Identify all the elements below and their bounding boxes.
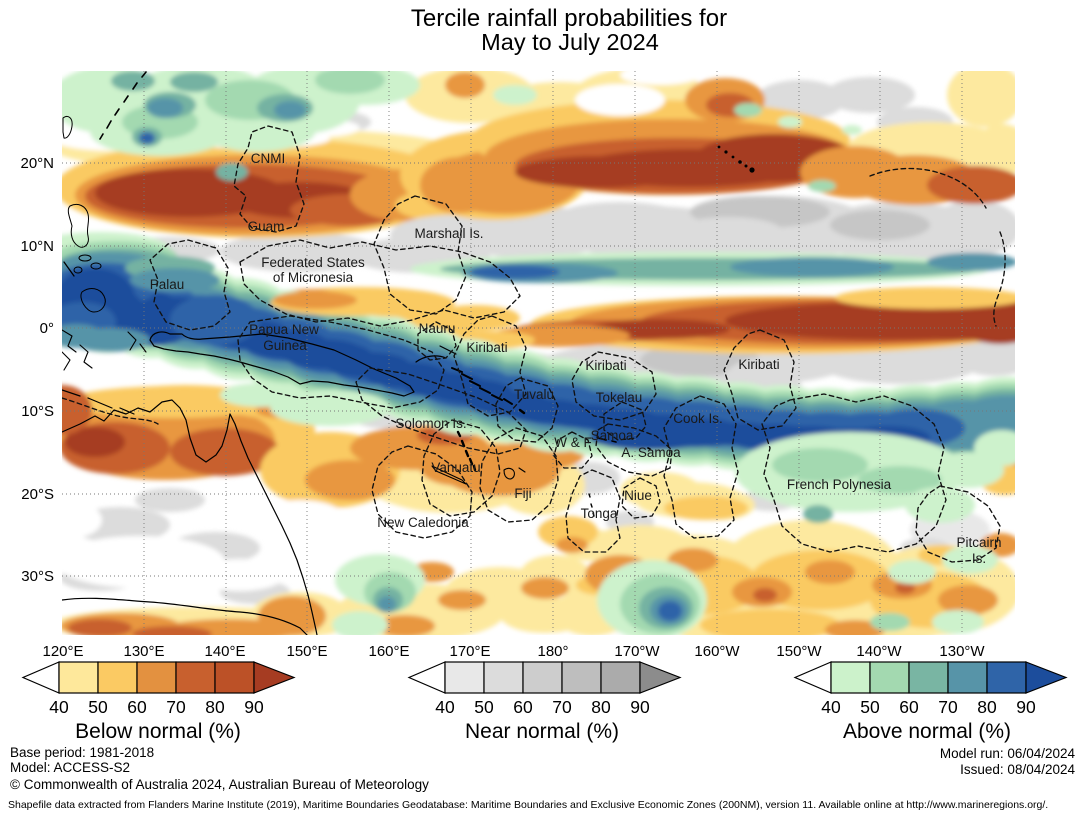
svg-text:Above normal (%): Above normal (%): [843, 720, 1011, 743]
svg-text:40: 40: [435, 697, 455, 717]
svg-text:Niue: Niue: [624, 488, 652, 503]
svg-text:150°W: 150°W: [776, 643, 822, 660]
svg-text:20°S: 20°S: [21, 486, 54, 503]
svg-text:90: 90: [630, 697, 650, 717]
svg-text:Samoa: Samoa: [591, 428, 634, 443]
svg-text:120°E: 120°E: [42, 643, 83, 660]
svg-text:80: 80: [977, 697, 997, 717]
svg-text:10°N: 10°N: [20, 238, 54, 255]
svg-text:Guam: Guam: [248, 219, 285, 234]
svg-text:170°W: 170°W: [614, 643, 660, 660]
svg-text:Cook Is.: Cook Is.: [673, 411, 723, 426]
svg-text:Below normal (%): Below normal (%): [75, 720, 241, 743]
svg-text:180°: 180°: [537, 643, 568, 660]
svg-text:70: 70: [552, 697, 572, 717]
svg-text:of Micronesia: of Micronesia: [273, 270, 354, 285]
svg-text:80: 80: [591, 697, 611, 717]
svg-text:160°W: 160°W: [694, 643, 740, 660]
svg-text:60: 60: [513, 697, 533, 717]
svg-text:CNMI: CNMI: [251, 151, 286, 166]
svg-text:40: 40: [821, 697, 841, 717]
svg-text:170°E: 170°E: [449, 643, 490, 660]
svg-text:New Caledonia: New Caledonia: [377, 515, 469, 530]
svg-text:50: 50: [860, 697, 880, 717]
svg-text:160°E: 160°E: [368, 643, 409, 660]
svg-text:Palau: Palau: [150, 277, 185, 292]
svg-text:40: 40: [49, 697, 69, 717]
svg-text:Near normal (%): Near normal (%): [465, 720, 619, 743]
svg-text:Tonga: Tonga: [581, 506, 618, 521]
svg-text:Fiji: Fiji: [514, 486, 531, 501]
svg-text:Model: ACCESS-S2: Model: ACCESS-S2: [10, 760, 130, 775]
svg-text:50: 50: [474, 697, 494, 717]
svg-text:140°W: 140°W: [856, 643, 902, 660]
svg-text:150°E: 150°E: [286, 643, 327, 660]
svg-text:140°E: 140°E: [204, 643, 245, 660]
svg-text:90: 90: [244, 697, 264, 717]
svg-text:70: 70: [166, 697, 186, 717]
svg-text:Marshall Is.: Marshall Is.: [414, 226, 483, 241]
svg-text:French Polynesia: French Polynesia: [787, 477, 892, 492]
svg-text:Vanuatu: Vanuatu: [431, 460, 480, 475]
svg-text:Issued: 08/04/2024: Issued: 08/04/2024: [960, 762, 1075, 777]
svg-text:A. Samoa: A. Samoa: [621, 445, 681, 460]
svg-text:130°W: 130°W: [939, 643, 985, 660]
svg-text:Federated States: Federated States: [261, 255, 365, 270]
svg-text:30°S: 30°S: [21, 568, 54, 585]
svg-text:Kiribati: Kiribati: [466, 340, 507, 355]
svg-text:Tercile rainfall probabilities: Tercile rainfall probabilities for: [411, 5, 727, 32]
svg-text:Guinea: Guinea: [263, 338, 307, 353]
svg-text:Solomon Is.: Solomon Is.: [395, 416, 466, 431]
svg-text:Tokelau: Tokelau: [596, 390, 643, 405]
svg-text:10°S: 10°S: [21, 403, 54, 420]
svg-text:50: 50: [88, 697, 108, 717]
svg-text:© Commonwealth of Australia 20: © Commonwealth of Australia 2024, Austra…: [10, 777, 429, 792]
svg-text:60: 60: [899, 697, 919, 717]
svg-text:Tuvalu: Tuvalu: [514, 387, 554, 402]
svg-text:Is.: Is.: [972, 551, 986, 566]
svg-text:Kiribati: Kiribati: [738, 357, 779, 372]
svg-text:Base period: 1981-2018: Base period: 1981-2018: [10, 745, 154, 760]
svg-text:Model run: 06/04/2024: Model run: 06/04/2024: [940, 746, 1076, 761]
svg-text:20°N: 20°N: [20, 155, 54, 172]
svg-text:May to July 2024: May to July 2024: [481, 29, 659, 55]
svg-text:Pitcairn: Pitcairn: [956, 535, 1001, 550]
svg-text:Shapefile data extracted from: Shapefile data extracted from Flanders M…: [8, 799, 1048, 811]
svg-text:90: 90: [1016, 697, 1036, 717]
svg-text:Kiribati: Kiribati: [585, 358, 626, 373]
svg-text:Nauru: Nauru: [419, 321, 456, 336]
svg-text:130°E: 130°E: [123, 643, 164, 660]
svg-text:0°: 0°: [40, 320, 54, 337]
svg-text:70: 70: [938, 697, 958, 717]
svg-text:60: 60: [127, 697, 147, 717]
svg-text:Papua New: Papua New: [249, 322, 319, 337]
svg-text:W & F: W & F: [554, 435, 592, 450]
svg-text:80: 80: [205, 697, 225, 717]
